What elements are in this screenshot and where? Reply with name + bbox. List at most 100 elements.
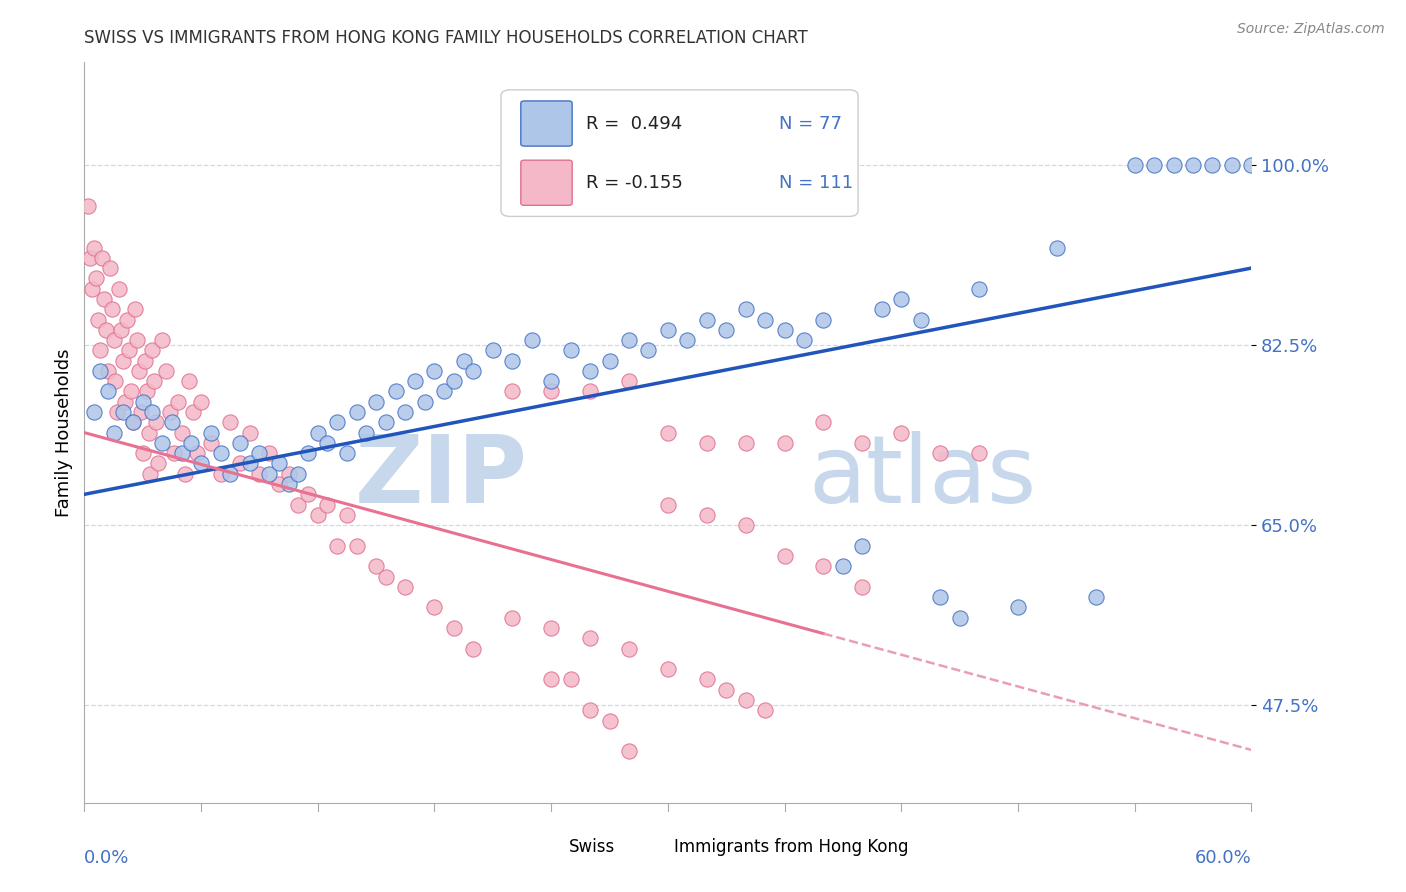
Point bbox=[94, 323, 117, 337]
Point bbox=[617, 744, 640, 758]
Point bbox=[453, 353, 475, 368]
Text: ZIP: ZIP bbox=[354, 431, 527, 523]
Point bbox=[579, 364, 602, 378]
Point bbox=[617, 333, 640, 347]
FancyBboxPatch shape bbox=[524, 830, 564, 864]
Point bbox=[249, 446, 271, 460]
Point bbox=[257, 446, 280, 460]
Point bbox=[287, 467, 309, 481]
Point bbox=[170, 425, 193, 440]
Point bbox=[219, 415, 242, 429]
Point bbox=[637, 343, 659, 358]
Point bbox=[501, 353, 523, 368]
Point bbox=[179, 374, 201, 388]
Point bbox=[125, 333, 148, 347]
Point bbox=[229, 457, 252, 471]
Point bbox=[599, 714, 621, 728]
Text: R = -0.155: R = -0.155 bbox=[586, 174, 683, 192]
Point bbox=[579, 632, 602, 646]
Point bbox=[200, 436, 222, 450]
Point bbox=[90, 251, 112, 265]
Point bbox=[336, 508, 359, 522]
Point bbox=[657, 662, 679, 676]
Point bbox=[170, 446, 193, 460]
Point bbox=[239, 425, 262, 440]
Point bbox=[617, 374, 640, 388]
Point bbox=[267, 457, 290, 471]
Point bbox=[159, 405, 181, 419]
Point bbox=[696, 436, 718, 450]
Point bbox=[851, 436, 873, 450]
Point bbox=[239, 457, 262, 471]
Point bbox=[1220, 158, 1243, 172]
Point bbox=[209, 467, 232, 481]
Point bbox=[949, 611, 972, 625]
Point bbox=[108, 282, 131, 296]
Point bbox=[100, 302, 122, 317]
Point bbox=[579, 703, 602, 717]
Point bbox=[287, 498, 309, 512]
Point bbox=[112, 353, 135, 368]
Point bbox=[734, 436, 756, 450]
Point bbox=[394, 580, 416, 594]
Point bbox=[93, 292, 115, 306]
Point bbox=[1123, 158, 1146, 172]
Point bbox=[657, 425, 679, 440]
Point bbox=[1143, 158, 1166, 172]
Point bbox=[481, 343, 505, 358]
Point bbox=[316, 436, 339, 450]
Point bbox=[540, 374, 562, 388]
Point bbox=[374, 415, 396, 429]
Point bbox=[115, 312, 138, 326]
Point bbox=[160, 415, 183, 429]
Point bbox=[716, 682, 738, 697]
Point bbox=[851, 580, 873, 594]
Text: atlas: atlas bbox=[808, 431, 1036, 523]
Point bbox=[540, 673, 562, 687]
Point bbox=[423, 364, 446, 378]
Point bbox=[307, 508, 329, 522]
Point bbox=[181, 405, 204, 419]
Point bbox=[141, 405, 163, 419]
Point bbox=[186, 446, 208, 460]
Point bbox=[384, 384, 406, 399]
Point bbox=[190, 394, 212, 409]
Point bbox=[734, 302, 756, 317]
Point bbox=[463, 641, 485, 656]
Point bbox=[297, 446, 319, 460]
Point bbox=[1007, 600, 1029, 615]
Point bbox=[97, 384, 120, 399]
Point bbox=[696, 673, 718, 687]
Point bbox=[599, 353, 621, 368]
Point bbox=[132, 446, 155, 460]
Point bbox=[277, 477, 299, 491]
Point bbox=[929, 590, 952, 604]
Point bbox=[1163, 158, 1185, 172]
Point bbox=[89, 364, 111, 378]
Point bbox=[501, 611, 523, 625]
Point bbox=[443, 374, 465, 388]
Point bbox=[813, 559, 835, 574]
Point bbox=[336, 446, 359, 460]
Point bbox=[163, 446, 186, 460]
Point bbox=[104, 374, 127, 388]
Point bbox=[98, 261, 121, 276]
Point bbox=[716, 323, 738, 337]
Point bbox=[540, 384, 562, 399]
Point bbox=[890, 292, 912, 306]
Point bbox=[89, 343, 111, 358]
Point bbox=[139, 467, 162, 481]
Point bbox=[174, 467, 197, 481]
Point bbox=[97, 364, 120, 378]
Point bbox=[150, 436, 173, 450]
Point bbox=[180, 436, 202, 450]
Point bbox=[501, 384, 523, 399]
Point bbox=[433, 384, 456, 399]
Point bbox=[813, 312, 835, 326]
Point bbox=[82, 282, 104, 296]
Point bbox=[257, 467, 280, 481]
Point bbox=[200, 425, 222, 440]
Point bbox=[754, 703, 776, 717]
Point bbox=[890, 425, 912, 440]
Point bbox=[138, 425, 160, 440]
